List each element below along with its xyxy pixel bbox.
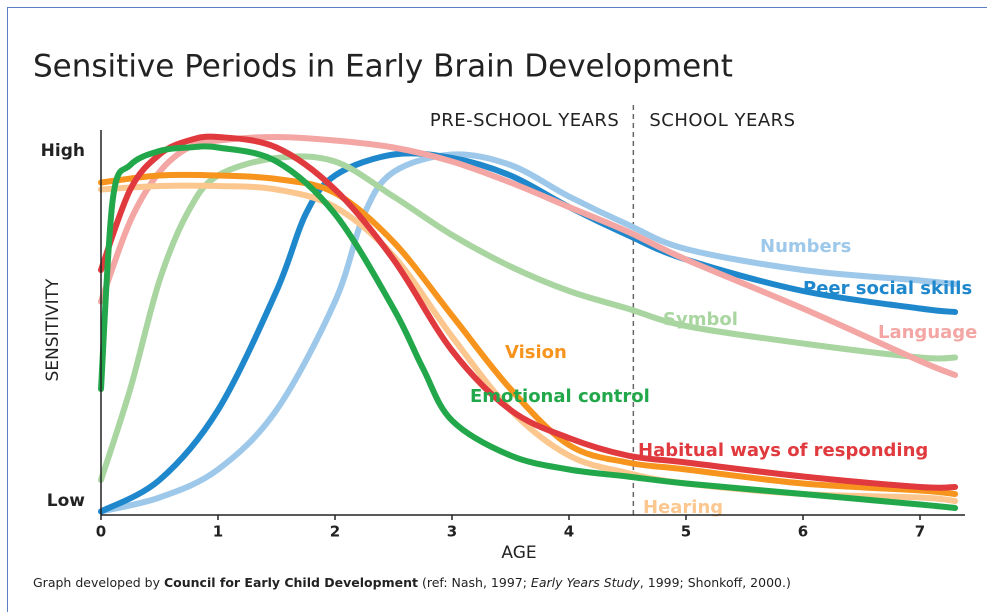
x-tick-label: 6: [798, 523, 808, 541]
x-tick-label: 2: [330, 523, 340, 541]
footer-part: Council for Early Child Development: [164, 575, 418, 590]
y-tick-label: High: [41, 141, 85, 161]
series-line: [98, 153, 959, 483]
series-line: [98, 133, 959, 378]
series-label: Symbol: [663, 309, 738, 330]
series-label: Habitual ways of responding: [638, 440, 928, 461]
x-tick-label: 3: [447, 523, 457, 541]
x-tick-label: 7: [915, 523, 925, 541]
series-line: [98, 151, 959, 515]
y-tick-label: Low: [47, 491, 86, 511]
x-tick-label: 5: [681, 523, 691, 541]
footer-part: Early Years Study: [531, 575, 640, 590]
x-tick-label: 0: [96, 523, 106, 541]
series-label: Vision: [505, 342, 567, 363]
series-line: [98, 171, 959, 497]
series-line: [98, 150, 959, 515]
series-label: Language: [878, 322, 977, 343]
series-label: Numbers: [760, 236, 851, 257]
period-label: PRE-SCHOOL YEARS: [430, 110, 619, 131]
footer: Graph developed by Council for Early Chi…: [33, 575, 791, 590]
footer-part: (ref: Nash, 1997;: [418, 575, 531, 590]
x-tick-label: 4: [564, 523, 574, 541]
footer-part: , 1999; Shonkoff, 2000.): [640, 575, 791, 590]
series-line: [98, 133, 959, 491]
x-tick-label: 1: [213, 523, 223, 541]
period-label: SCHOOL YEARS: [649, 110, 795, 131]
series-label: Peer social skills: [803, 278, 972, 299]
chart-title: Sensitive Periods in Early Brain Develop…: [33, 49, 733, 85]
y-axis-label: SENSITIVITY: [43, 278, 63, 381]
series-label: Emotional control: [470, 386, 650, 407]
x-axis-label: AGE: [501, 543, 536, 563]
series-label: Hearing: [643, 497, 723, 518]
frame: [7, 7, 987, 612]
footer-part: Graph developed by: [33, 575, 164, 590]
series-line: [98, 143, 959, 511]
